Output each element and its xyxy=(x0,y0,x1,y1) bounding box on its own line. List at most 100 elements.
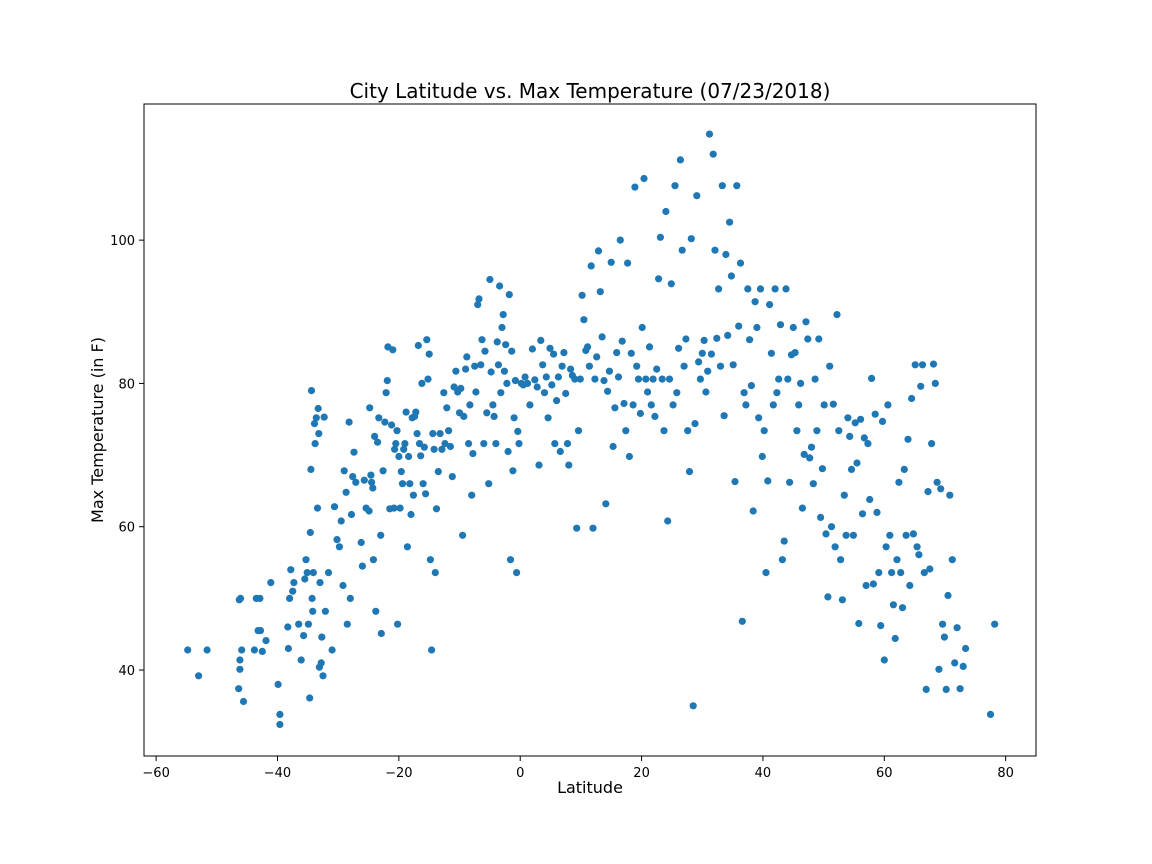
data-point xyxy=(562,389,570,398)
data-point xyxy=(789,323,797,332)
data-point xyxy=(303,569,311,577)
data-point xyxy=(645,343,654,351)
data-point xyxy=(685,468,694,476)
data-point xyxy=(401,440,409,448)
data-point xyxy=(506,556,515,564)
data-point xyxy=(913,543,921,551)
data-point xyxy=(379,467,387,475)
data-point xyxy=(618,337,626,345)
data-point xyxy=(493,338,501,346)
data-point xyxy=(651,412,659,420)
data-point xyxy=(459,531,467,539)
data-point xyxy=(647,401,655,409)
data-point xyxy=(798,504,807,512)
data-point xyxy=(749,507,757,515)
data-point xyxy=(855,619,863,628)
data-point xyxy=(849,531,858,539)
y-tick-label: 100 xyxy=(110,234,135,249)
data-point xyxy=(383,377,391,385)
data-point xyxy=(553,397,561,405)
data-point xyxy=(302,556,310,564)
data-point xyxy=(306,528,314,537)
data-point xyxy=(510,414,518,422)
data-point xyxy=(857,415,865,423)
data-point xyxy=(339,581,347,590)
data-point xyxy=(769,401,777,409)
data-point xyxy=(917,382,925,390)
data-point xyxy=(469,450,477,458)
data-point xyxy=(691,420,699,428)
data-point xyxy=(407,510,415,519)
data-point xyxy=(546,344,554,352)
data-point xyxy=(366,404,374,412)
x-tick-label: −20 xyxy=(385,766,412,781)
data-point xyxy=(457,384,465,392)
data-point xyxy=(658,375,666,383)
data-point xyxy=(633,362,641,370)
data-point xyxy=(392,440,400,448)
data-point xyxy=(831,543,839,551)
data-point xyxy=(726,218,734,226)
data-point xyxy=(563,440,572,448)
data-point xyxy=(800,450,808,458)
data-point xyxy=(414,341,422,350)
data-point xyxy=(462,365,470,373)
data-point xyxy=(352,478,360,486)
data-point xyxy=(676,156,685,164)
data-point xyxy=(738,617,746,625)
data-point xyxy=(778,556,787,564)
data-point xyxy=(526,401,534,409)
data-point xyxy=(400,445,408,453)
data-point xyxy=(827,523,836,531)
data-point xyxy=(443,404,451,412)
data-point xyxy=(349,473,357,481)
data-point xyxy=(286,594,294,603)
data-point xyxy=(864,440,872,448)
data-point xyxy=(537,336,545,344)
data-point xyxy=(284,623,292,631)
data-point xyxy=(474,301,482,309)
data-point xyxy=(822,530,830,538)
data-point xyxy=(755,414,763,422)
x-axis-label: Latitude xyxy=(557,778,623,797)
data-point xyxy=(330,503,339,511)
data-point xyxy=(940,633,949,641)
data-point xyxy=(428,646,436,654)
data-point xyxy=(722,250,730,259)
data-point xyxy=(937,485,945,493)
data-point xyxy=(884,401,892,409)
data-point xyxy=(607,258,615,266)
data-point xyxy=(528,345,537,353)
data-point xyxy=(309,607,317,615)
data-point xyxy=(391,445,399,453)
data-point xyxy=(377,531,385,539)
data-point xyxy=(487,368,495,376)
data-point xyxy=(634,375,643,383)
data-point xyxy=(486,275,494,284)
data-point xyxy=(835,427,843,435)
data-point xyxy=(620,399,628,408)
data-point xyxy=(195,672,203,680)
data-point xyxy=(627,349,635,357)
data-point xyxy=(939,620,947,628)
data-point xyxy=(184,646,192,654)
data-point xyxy=(891,634,899,643)
data-point xyxy=(824,593,832,601)
data-point xyxy=(820,401,828,409)
data-point xyxy=(509,467,517,475)
data-point xyxy=(236,656,244,664)
data-point xyxy=(817,513,825,522)
data-point xyxy=(489,401,497,409)
data-point xyxy=(740,389,748,397)
data-point xyxy=(556,447,564,456)
data-point xyxy=(667,280,675,288)
data-point xyxy=(844,414,852,422)
data-point xyxy=(702,388,710,396)
data-point xyxy=(869,580,878,588)
y-axis-ticks: 40 60 80 100 xyxy=(110,234,144,679)
data-point xyxy=(367,471,375,479)
data-point xyxy=(558,362,566,370)
data-point xyxy=(238,646,246,654)
data-point xyxy=(624,259,632,267)
data-point xyxy=(250,646,258,654)
